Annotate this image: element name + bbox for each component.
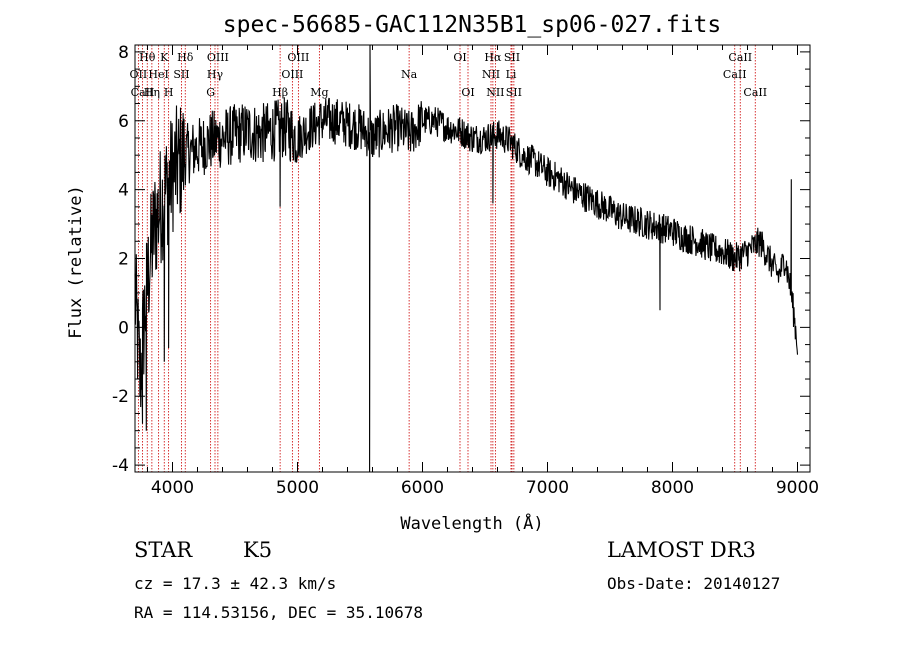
line-label: CaII: [743, 86, 767, 99]
x-tick-label: 9000: [776, 478, 819, 498]
x-tick-label: 8000: [651, 478, 694, 498]
spectrum-line-layer: [134, 44, 799, 473]
line-label: CaII: [723, 68, 747, 81]
y-tick-label: -4: [112, 456, 129, 476]
line-label: G: [206, 86, 215, 99]
line-label: Hα: [484, 51, 502, 64]
line-label: Hδ: [177, 51, 194, 64]
survey-name: LAMOST DR3: [607, 538, 756, 562]
y-tick-label: 6: [118, 112, 129, 132]
line-label: OI: [461, 86, 474, 99]
axis-ticks: [135, 45, 810, 472]
line-label: OIII: [281, 68, 303, 81]
y-tick-label: 2: [118, 250, 129, 270]
y-tick-label: -2: [112, 387, 129, 407]
line-label: Li: [506, 68, 517, 81]
y-axis-label: Flux (relative): [66, 185, 86, 339]
line-label: Hγ: [207, 68, 224, 81]
line-label: NII: [486, 86, 504, 99]
tick-labels: 4000 5000 6000 7000 8000 9000 -4 -2 0 2 4 6 8: [112, 43, 819, 498]
line-label: OIII: [287, 51, 309, 64]
plot-frame: [134, 44, 811, 473]
object-class: STAR: [134, 538, 193, 562]
observation-date: Obs-Date: 20140127: [607, 574, 781, 593]
x-axis-label: Wavelength (Å): [400, 512, 543, 534]
x-tick-label: 6000: [401, 478, 444, 498]
x-tick-label: 5000: [276, 478, 319, 498]
line-label: Mg: [310, 86, 328, 99]
line-label: Na: [401, 68, 418, 81]
line-label: Hβ: [272, 86, 288, 99]
spectrum-line: [134, 44, 799, 473]
line-label: HeI: [148, 68, 168, 81]
line-label: OI: [453, 51, 466, 64]
line-label: NII: [482, 68, 500, 81]
chart-title: spec-56685-GAC112N35B1_sp06-027.fits: [223, 12, 722, 38]
line-label: SII: [173, 68, 189, 81]
line-label: OIII: [207, 51, 229, 64]
coordinates: RA = 114.53156, DEC = 35.10678: [134, 603, 423, 622]
line-label: OII: [130, 68, 148, 81]
line-label: Hη: [144, 86, 160, 99]
redshift-velocity: cz = 17.3 ± 42.3 km/s: [134, 574, 337, 593]
y-tick-label: 8: [118, 43, 129, 63]
x-tick-label: 4000: [151, 478, 194, 498]
y-tick-label: 4: [118, 181, 129, 201]
line-label: K: [160, 51, 169, 64]
line-label: SII: [504, 51, 520, 64]
x-tick-label: 7000: [526, 478, 569, 498]
line-label: CaII: [728, 51, 752, 64]
line-label: CaII: [131, 86, 155, 99]
line-label: Hθ: [139, 51, 156, 64]
line-label: SII: [506, 86, 522, 99]
y-tick-label: 0: [118, 318, 129, 338]
line-label: H: [164, 86, 174, 99]
object-subclass: K5: [243, 538, 273, 562]
